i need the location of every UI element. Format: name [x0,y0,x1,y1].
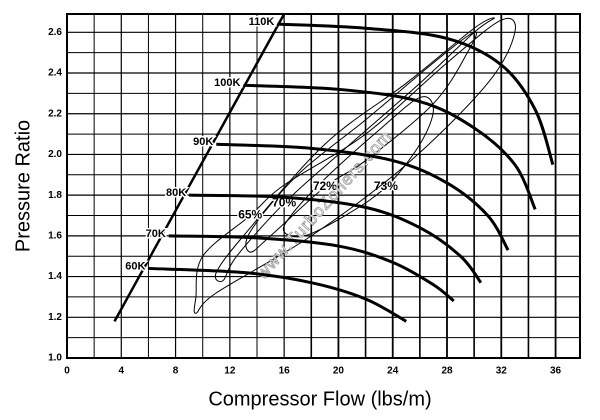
y-tick-label: 1.4 [48,271,62,282]
speed-label: 70K [146,228,166,240]
x-tick-label: 24 [387,366,399,377]
y-tick-label: 1.2 [48,312,62,323]
x-axis-title: Compressor Flow (lbs/m) [208,388,431,410]
speed-line [243,83,537,211]
efficiency-island [214,17,496,283]
y-tick-label: 1.8 [48,190,62,201]
surge-line [113,13,286,322]
efficiency-label: 65% [238,208,262,222]
y-tick-label: 2.6 [48,27,62,38]
y-tick-label: 2.2 [48,108,62,119]
speed-label: 80K [166,187,186,199]
x-tick-label: 20 [333,366,345,377]
efficiency-island [282,96,434,238]
y-axis-title: Pressure Ratio [12,120,34,252]
x-tick-label: 32 [496,366,508,377]
x-tick-label: 36 [550,366,562,377]
speed-line [216,142,510,251]
y-tick-label: 2.4 [48,68,62,79]
speed-line [189,193,483,284]
efficiency-label: 72% [313,179,337,193]
plot-frame [66,13,581,359]
y-tick-label: 1.0 [48,353,62,364]
efficiency-island [193,17,516,314]
speed-line [277,22,555,166]
x-tick-label: 12 [224,366,236,377]
speed-line [168,234,455,303]
speed-line [148,266,408,323]
speed-label: 90K [193,136,213,148]
x-tick-label: 28 [441,366,453,377]
x-tick-label: 4 [119,366,125,377]
speed-label: 60K [125,260,145,272]
efficiency-island [245,31,477,253]
efficiency-label: 73% [374,179,398,193]
speed-label: 100K [214,77,240,89]
y-tick-label: 1.6 [48,231,62,242]
speed-label: 110K [249,16,275,28]
x-tick-label: 0 [64,366,70,377]
y-tick-label: 2.0 [48,149,62,160]
x-tick-label: 8 [173,366,179,377]
x-tick-label: 16 [279,366,291,377]
